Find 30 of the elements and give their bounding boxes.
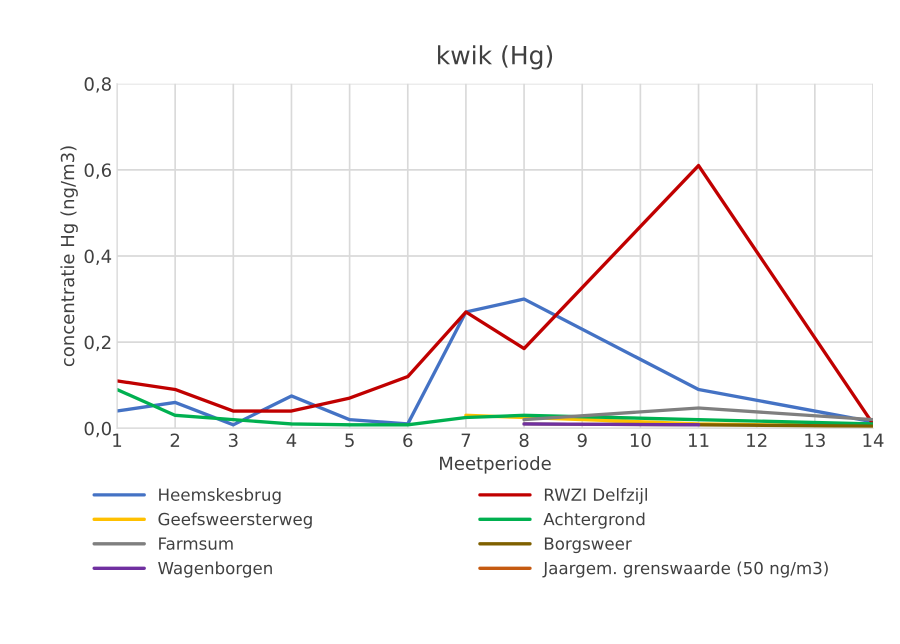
x-tick-label: 14 bbox=[863, 434, 884, 447]
x-tick-label: 1 bbox=[113, 434, 122, 447]
x-tick-label: 11 bbox=[689, 434, 708, 447]
y-axis-title: concentratie Hg (ng/m3) bbox=[60, 146, 78, 366]
legend-label: RWZI Delfzijl bbox=[544, 488, 647, 504]
legend-label: Achtergrond bbox=[543, 512, 644, 529]
x-tick-label: 3 bbox=[228, 433, 238, 448]
legend-label: Heemskesbrug bbox=[159, 488, 281, 504]
x-tick-label: 9 bbox=[578, 433, 587, 448]
x-tick-label: 10 bbox=[630, 433, 651, 448]
y-tick-label: 0,4 bbox=[84, 249, 112, 265]
x-tick-label: 13 bbox=[805, 433, 825, 448]
x-tick-label: 2 bbox=[170, 433, 180, 447]
x-axis-title: Meetperiode bbox=[440, 456, 551, 474]
legend-label: Borgsweer bbox=[544, 537, 632, 554]
legend-label: Jaargem. grenswaarde (50 ng/m3) bbox=[542, 561, 828, 578]
legend-label: Geefsweersterweg bbox=[158, 512, 312, 529]
legend-label: Wagenborgen bbox=[158, 561, 272, 578]
legend-label: Farmsum bbox=[159, 537, 233, 550]
y-tick-label: 0,6 bbox=[84, 163, 112, 179]
x-tick-label: 12 bbox=[747, 433, 766, 447]
x-tick-label: 7 bbox=[462, 434, 470, 447]
y-tick-label: 0,8 bbox=[84, 77, 111, 93]
x-tick-label: 5 bbox=[345, 434, 354, 448]
x-tick-label: 8 bbox=[520, 433, 529, 448]
x-tick-label: 4 bbox=[286, 434, 296, 447]
chart-title: kwik (Hg) bbox=[438, 45, 552, 70]
x-tick-label: 6 bbox=[403, 433, 412, 448]
y-tick-label: 0,0 bbox=[84, 422, 111, 438]
y-tick-label: 0,2 bbox=[84, 336, 110, 352]
